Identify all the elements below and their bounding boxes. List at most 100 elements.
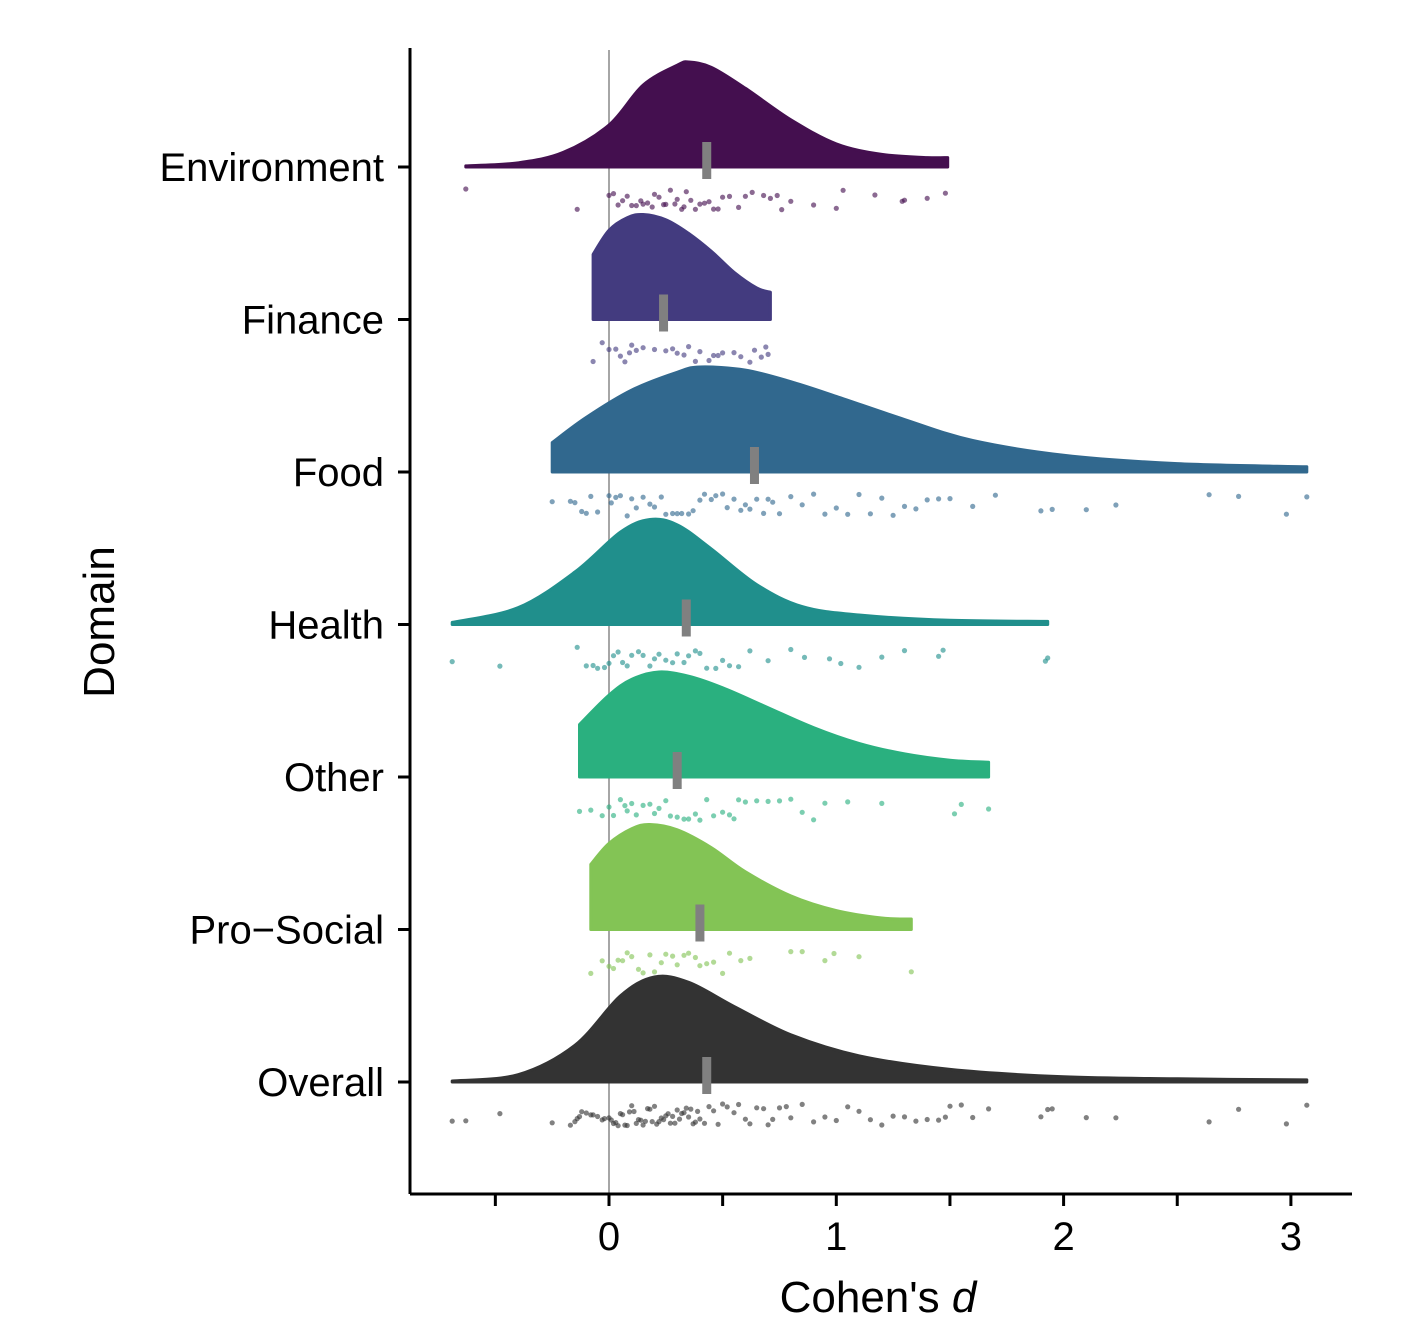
data-point	[640, 494, 646, 500]
data-point	[686, 653, 692, 659]
data-point	[633, 347, 639, 353]
data-point	[1045, 655, 1051, 661]
data-point	[1049, 506, 1055, 512]
data-point	[770, 499, 776, 505]
data-point	[1236, 1106, 1242, 1112]
data-point	[567, 498, 574, 504]
data-point	[788, 198, 794, 204]
data-point	[663, 951, 669, 957]
data-point	[651, 810, 658, 817]
data-point	[856, 491, 862, 498]
data-point	[720, 809, 726, 815]
data-point	[681, 816, 687, 822]
data-point	[924, 1116, 930, 1123]
data-point	[1283, 1121, 1289, 1127]
data-point	[1236, 493, 1242, 499]
data-point	[647, 501, 653, 507]
data-point	[697, 963, 703, 969]
data-point	[890, 1113, 896, 1119]
data-point	[574, 644, 580, 650]
data-point	[588, 807, 594, 813]
data-point	[720, 970, 726, 977]
data-point	[742, 1116, 749, 1122]
data-point	[583, 510, 589, 516]
data-point	[697, 497, 703, 503]
y-tick-label: Other	[284, 756, 384, 800]
x-tick-label: 0	[598, 1215, 620, 1259]
data-point	[672, 1120, 678, 1126]
data-point	[776, 511, 783, 517]
data-point	[601, 664, 608, 671]
data-point	[704, 797, 710, 803]
data-point	[651, 504, 658, 510]
data-point	[595, 1113, 601, 1120]
data-point	[713, 665, 719, 672]
data-point	[747, 1121, 753, 1127]
data-point	[497, 1111, 503, 1117]
data-point	[1304, 494, 1310, 500]
data-point	[738, 507, 744, 513]
data-point	[799, 502, 805, 508]
data-point	[642, 1118, 649, 1124]
data-point	[640, 345, 646, 351]
data-point	[681, 204, 687, 210]
data-point	[924, 195, 930, 201]
data-point	[901, 648, 908, 654]
data-point	[697, 1116, 703, 1122]
data-point	[674, 350, 680, 356]
data-point	[822, 511, 828, 517]
y-tick-label: Overall	[257, 1061, 384, 1105]
data-point	[811, 491, 817, 497]
data-point	[958, 801, 964, 808]
data-point	[667, 813, 674, 819]
data-point	[831, 950, 837, 957]
data-point	[686, 816, 692, 822]
data-point	[1206, 492, 1212, 498]
data-point	[776, 798, 783, 804]
data-point	[674, 814, 680, 820]
data-point	[686, 950, 692, 956]
data-point	[767, 195, 774, 201]
data-point	[656, 194, 662, 200]
data-point	[626, 1109, 633, 1115]
data-point	[579, 1109, 585, 1115]
data-point	[692, 206, 699, 212]
data-point	[867, 511, 874, 517]
data-point	[715, 352, 721, 359]
data-point	[620, 1112, 626, 1118]
data-point	[674, 651, 680, 657]
data-point	[463, 1118, 469, 1124]
data-point	[663, 201, 669, 207]
data-point	[463, 186, 469, 192]
data-point	[629, 1103, 635, 1109]
data-point	[706, 1104, 712, 1110]
data-point	[1083, 1115, 1089, 1121]
data-point	[588, 493, 594, 499]
data-point	[765, 351, 771, 357]
data-point	[615, 957, 621, 963]
data-point	[720, 657, 726, 664]
data-point	[695, 1108, 701, 1114]
data-point	[754, 1105, 760, 1111]
data-point	[715, 206, 721, 212]
data-point	[754, 496, 760, 502]
data-point	[720, 350, 726, 356]
data-point	[688, 1106, 694, 1112]
category-1	[590, 212, 772, 365]
data-point	[686, 1114, 692, 1120]
data-point	[567, 1122, 574, 1128]
data-point	[799, 949, 805, 955]
data-point	[658, 960, 664, 966]
data-point	[670, 346, 676, 352]
data-point	[704, 665, 710, 671]
data-point	[697, 349, 703, 355]
data-point	[1206, 1119, 1212, 1125]
data-point	[633, 812, 639, 818]
data-point	[720, 1101, 726, 1107]
data-point	[629, 954, 635, 960]
data-point	[763, 344, 769, 350]
density-cloud	[591, 212, 772, 321]
data-point	[676, 1116, 683, 1122]
data-point	[617, 353, 624, 359]
